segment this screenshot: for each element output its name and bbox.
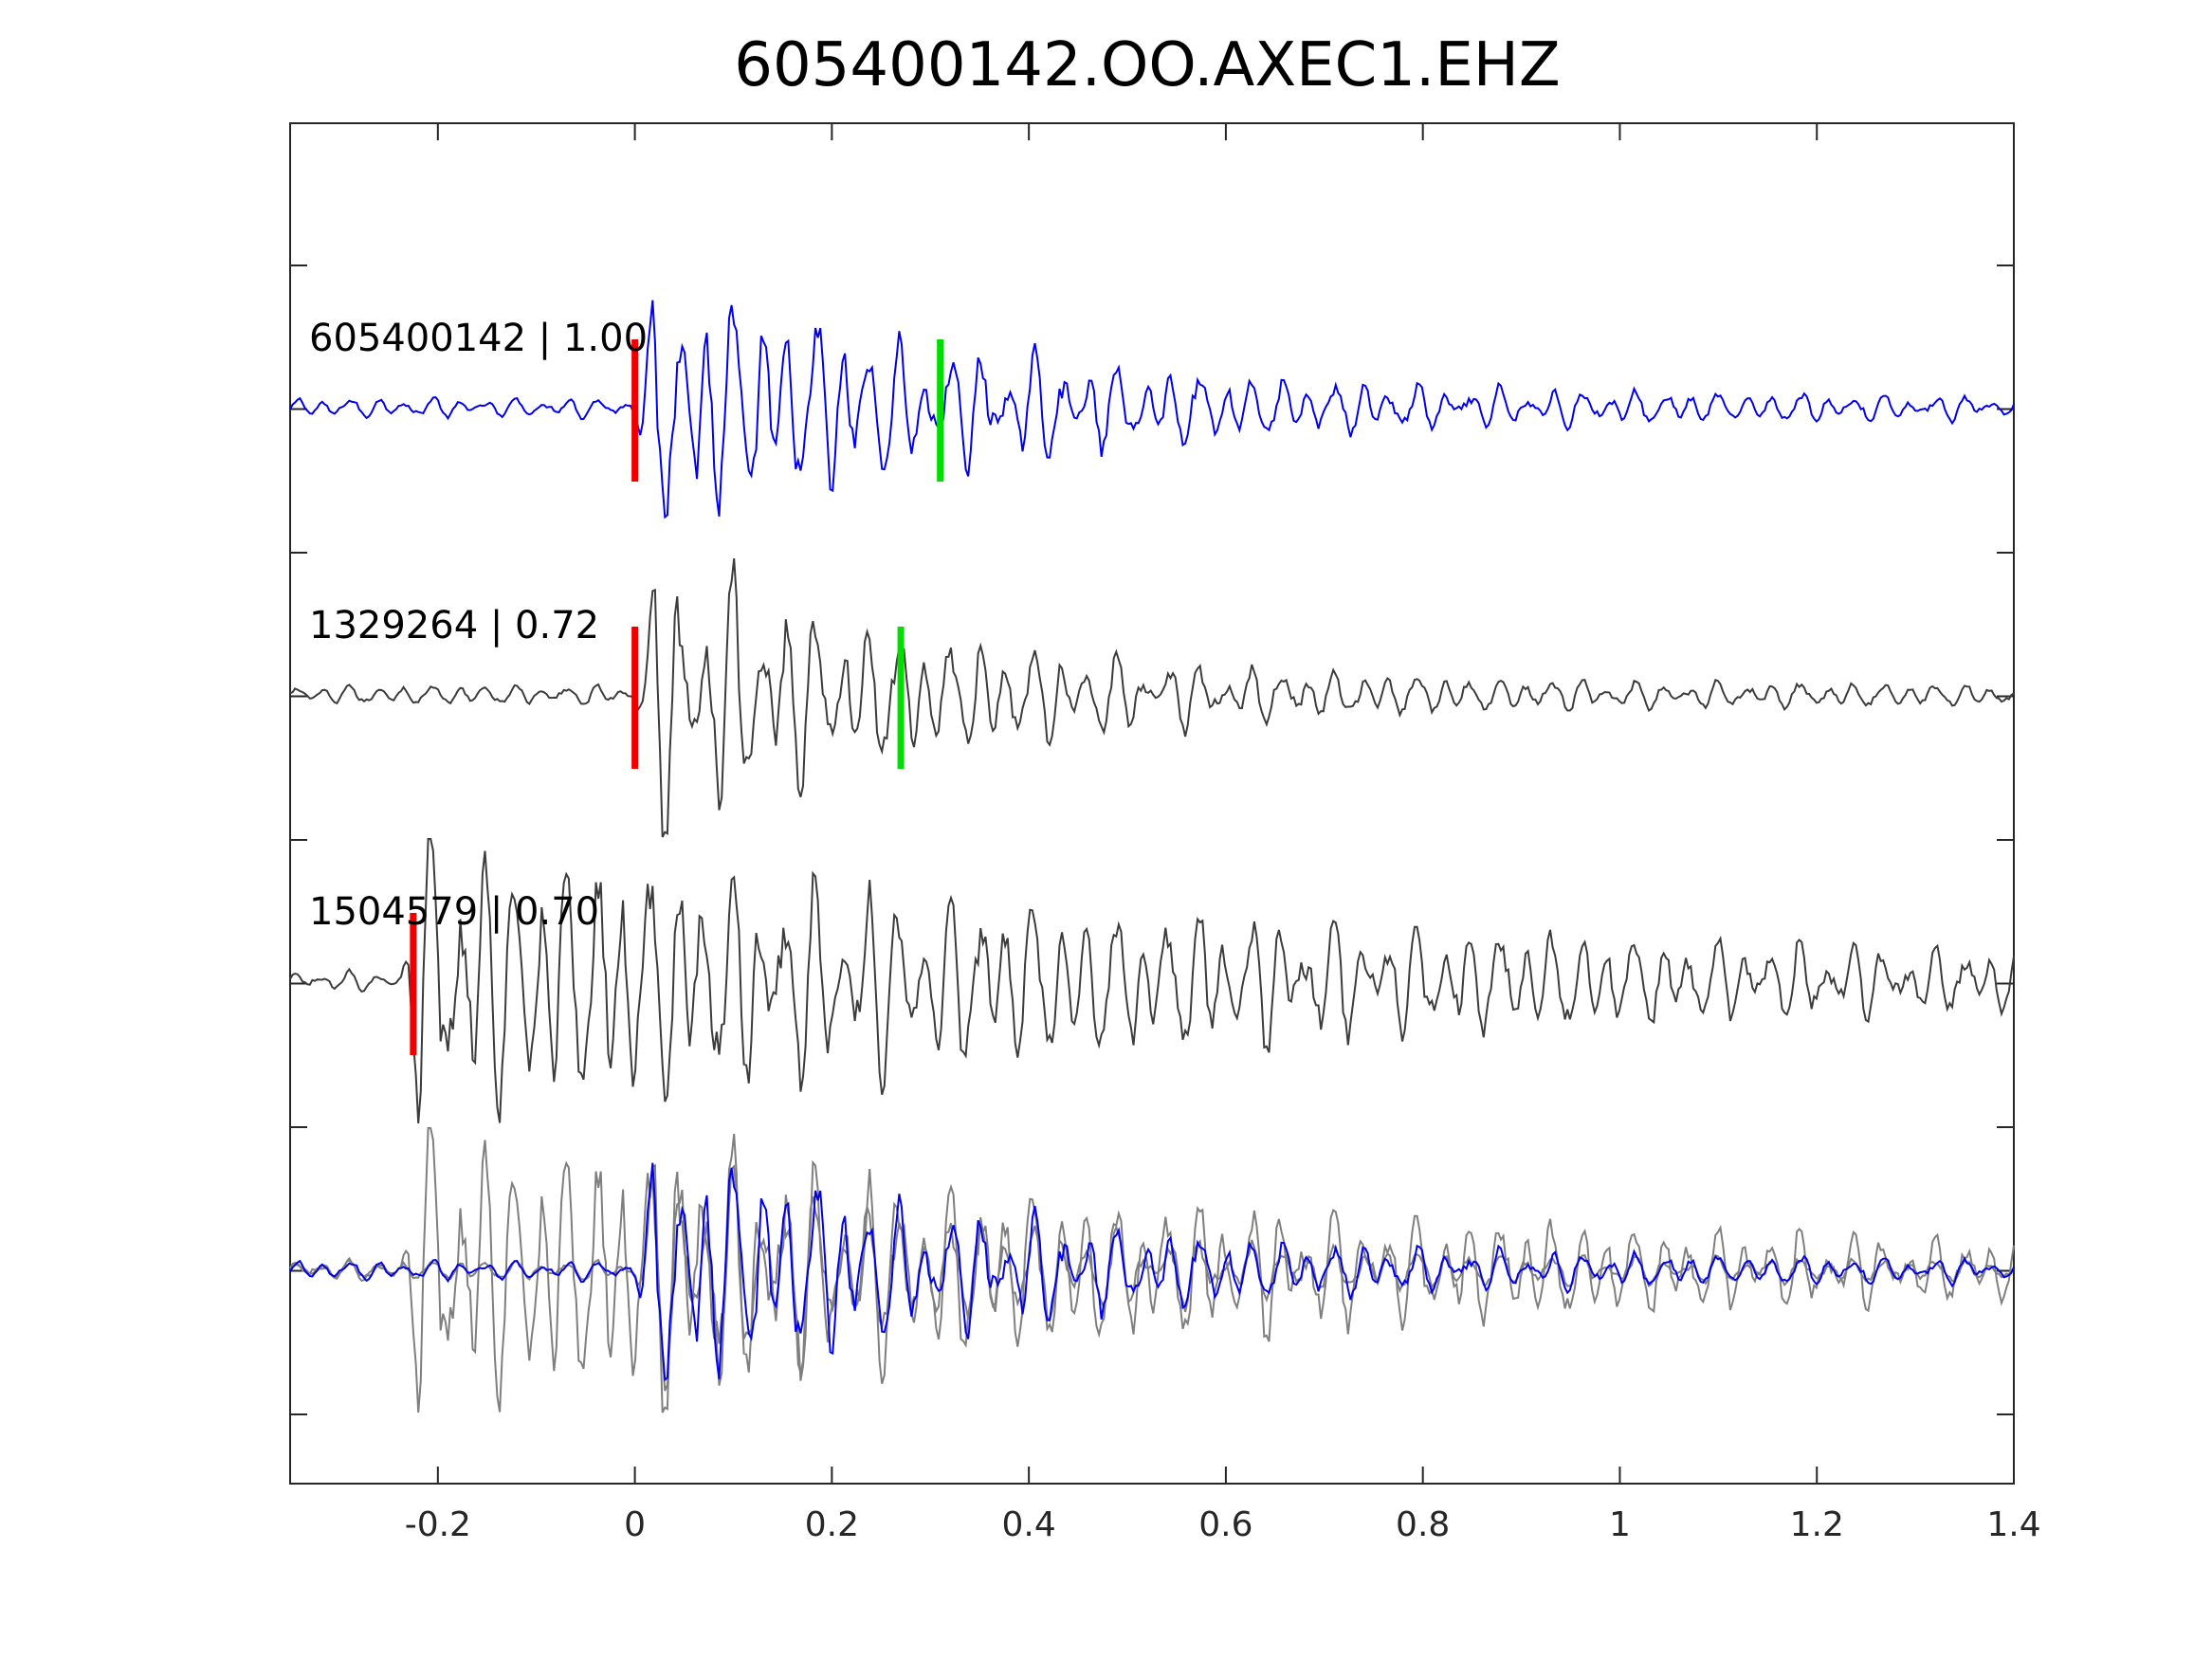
x-tick-label: -0.2 <box>405 1505 471 1544</box>
chart-title: 605400142.OO.AXEC1.EHZ <box>734 30 1561 100</box>
axis-ticks: -0.2 0 0.2 0.4 0.6 0.8 1 1.2 1.4 <box>290 123 2041 1544</box>
trace-labels: 605400142 | 1.00 1329264 | 0.72 1504579 | … <box>309 317 648 934</box>
x-tick-label: 1.2 <box>1790 1505 1844 1544</box>
waveform-trace-1504579 <box>289 838 2015 1124</box>
x-tick-label: 1.4 <box>1986 1505 2040 1544</box>
waveform-trace-1329264 <box>289 557 2015 838</box>
plot-area: -0.2 0 0.2 0.4 0.6 0.8 1 1.2 1.4 605400142 | 1.0… <box>289 122 2041 1544</box>
x-tick-label: 1 <box>1609 1505 1631 1544</box>
x-tick-label: 0.4 <box>1002 1505 1056 1544</box>
overlay-trace-605400142 <box>289 1162 2015 1382</box>
x-tick-label: 0.6 <box>1198 1505 1252 1544</box>
x-tick-label: 0.8 <box>1396 1505 1450 1544</box>
trace-label: 1504579 | 0.70 <box>309 890 599 934</box>
axes-box <box>289 122 2015 1485</box>
waveform-trace-605400142 <box>289 300 2015 520</box>
trace-label: 605400142 | 1.00 <box>309 317 648 360</box>
overlay-trace-1504579 <box>289 1127 2015 1413</box>
x-tick-label: 0.2 <box>805 1505 859 1544</box>
x-tick-label: 0 <box>624 1505 646 1544</box>
trace-group <box>289 300 2015 1413</box>
trace-label: 1329264 | 0.72 <box>309 604 599 647</box>
pick-markers <box>410 339 944 1055</box>
